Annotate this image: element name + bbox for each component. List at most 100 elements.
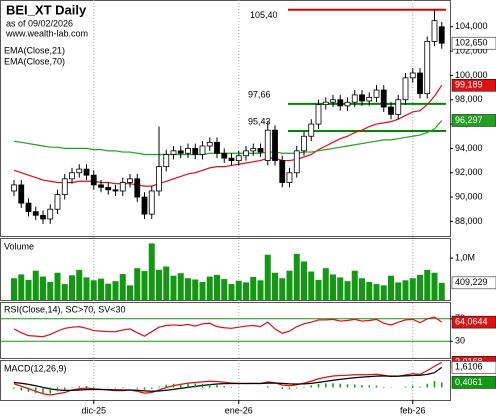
histogram-bar — [20, 387, 22, 391]
volume-bar — [47, 281, 54, 300]
candle-body — [206, 141, 213, 147]
last-value-label: 64,0644 — [455, 316, 488, 326]
panel-frame — [0, 360, 451, 401]
y-tick-label: 1,0M — [455, 252, 475, 262]
volume-bar — [272, 272, 278, 300]
candle-body — [344, 101, 351, 107]
volume-bar — [206, 276, 213, 300]
candle-body — [330, 99, 336, 103]
candle-body — [83, 168, 90, 176]
histogram-bar — [317, 383, 320, 388]
volume-bar — [293, 253, 300, 300]
volume-bar — [279, 278, 286, 300]
volume-bar — [286, 270, 293, 300]
candle-body — [388, 106, 394, 115]
y-tick-label: 100,000 — [455, 70, 488, 80]
histogram-bar — [180, 383, 182, 388]
histogram-bar — [49, 387, 51, 394]
volume-bar — [69, 275, 75, 300]
source: www.wealth-lab.com — [5, 28, 88, 38]
histogram-bar — [223, 386, 225, 388]
y-tick-label: 30 — [455, 336, 465, 346]
macd-line — [13, 361, 443, 396]
histogram-bar — [267, 386, 269, 388]
candle-body — [395, 99, 402, 115]
y-tick-label: 104,000 — [455, 21, 488, 31]
histogram-bar — [433, 381, 436, 388]
candle-body — [25, 202, 32, 213]
volume-bar — [141, 271, 148, 300]
volume-bar — [134, 268, 141, 300]
candle-body — [235, 155, 242, 161]
volume-bar — [330, 274, 336, 300]
candle-body — [105, 186, 112, 191]
last-value-label: 1,6106 — [455, 362, 483, 372]
macd-line — [13, 366, 443, 392]
candle-body — [308, 123, 315, 137]
volume-bar — [40, 276, 46, 300]
histogram-bar — [426, 383, 428, 388]
histogram-bar — [143, 387, 146, 390]
histogram-bar — [85, 386, 88, 388]
subtitle: as of 09/02/2026 — [6, 18, 73, 28]
volume-bar — [388, 275, 394, 300]
candle-body — [163, 154, 170, 168]
legend-entry: EMA(Close,70) — [4, 56, 65, 66]
volume-bar — [351, 270, 358, 300]
candle-body — [141, 196, 148, 215]
histogram-bar — [303, 386, 305, 388]
last-value-box — [451, 36, 496, 50]
histogram-bar — [151, 387, 153, 389]
histogram-bar — [194, 383, 196, 388]
volume-bar — [156, 269, 162, 300]
last-value-box — [451, 276, 496, 290]
volume-bar — [344, 281, 351, 300]
volume-bar — [83, 277, 90, 300]
x-tick-label: feb-26 — [400, 405, 426, 415]
histogram-bar — [368, 385, 370, 388]
volume-bar — [264, 254, 271, 300]
volume-bar — [11, 278, 17, 300]
histogram-bar — [419, 386, 421, 388]
panel-title: MACD(12,26,9) — [4, 363, 67, 373]
ema-line — [13, 120, 443, 156]
candle-body — [359, 94, 365, 102]
panel-title: RSI(Close,14), SC>70, SV<30 — [4, 304, 126, 314]
candle-body — [301, 135, 307, 152]
candle-body — [243, 150, 249, 157]
volume-bar — [250, 276, 257, 300]
histogram-bar — [383, 386, 385, 388]
last-value-label: 96,297 — [455, 115, 483, 125]
histogram-bar — [56, 387, 59, 392]
candle-body — [409, 72, 416, 79]
last-value-box — [451, 361, 496, 374]
candle-body — [199, 145, 206, 155]
histogram-bar — [412, 385, 414, 388]
legend-entry: EMA(Close,21) — [4, 45, 65, 55]
candle-body — [40, 214, 46, 220]
candle-body — [431, 20, 438, 42]
candle-body — [380, 89, 387, 108]
histogram-bar — [42, 387, 44, 394]
candle-body — [76, 168, 83, 174]
y-tick-label: 94,000 — [455, 143, 483, 153]
volume-bar — [424, 269, 431, 300]
volume-bar — [127, 285, 133, 300]
candle-body — [351, 94, 358, 103]
last-value-box — [451, 315, 496, 329]
volume-bar — [25, 279, 32, 300]
candle-body — [279, 160, 286, 183]
volume-bar — [380, 285, 387, 300]
volume-bar — [315, 279, 322, 300]
candle-body — [90, 174, 97, 186]
volume-bar — [322, 268, 329, 300]
volume-bar — [235, 280, 242, 300]
histogram-bar — [172, 383, 175, 388]
panel-frame — [0, 302, 451, 359]
volume-bar — [395, 282, 402, 300]
volume-bar — [163, 266, 170, 300]
candle-body — [61, 178, 68, 196]
y-tick-label: 88,000 — [455, 216, 483, 226]
last-value-box — [451, 376, 496, 389]
